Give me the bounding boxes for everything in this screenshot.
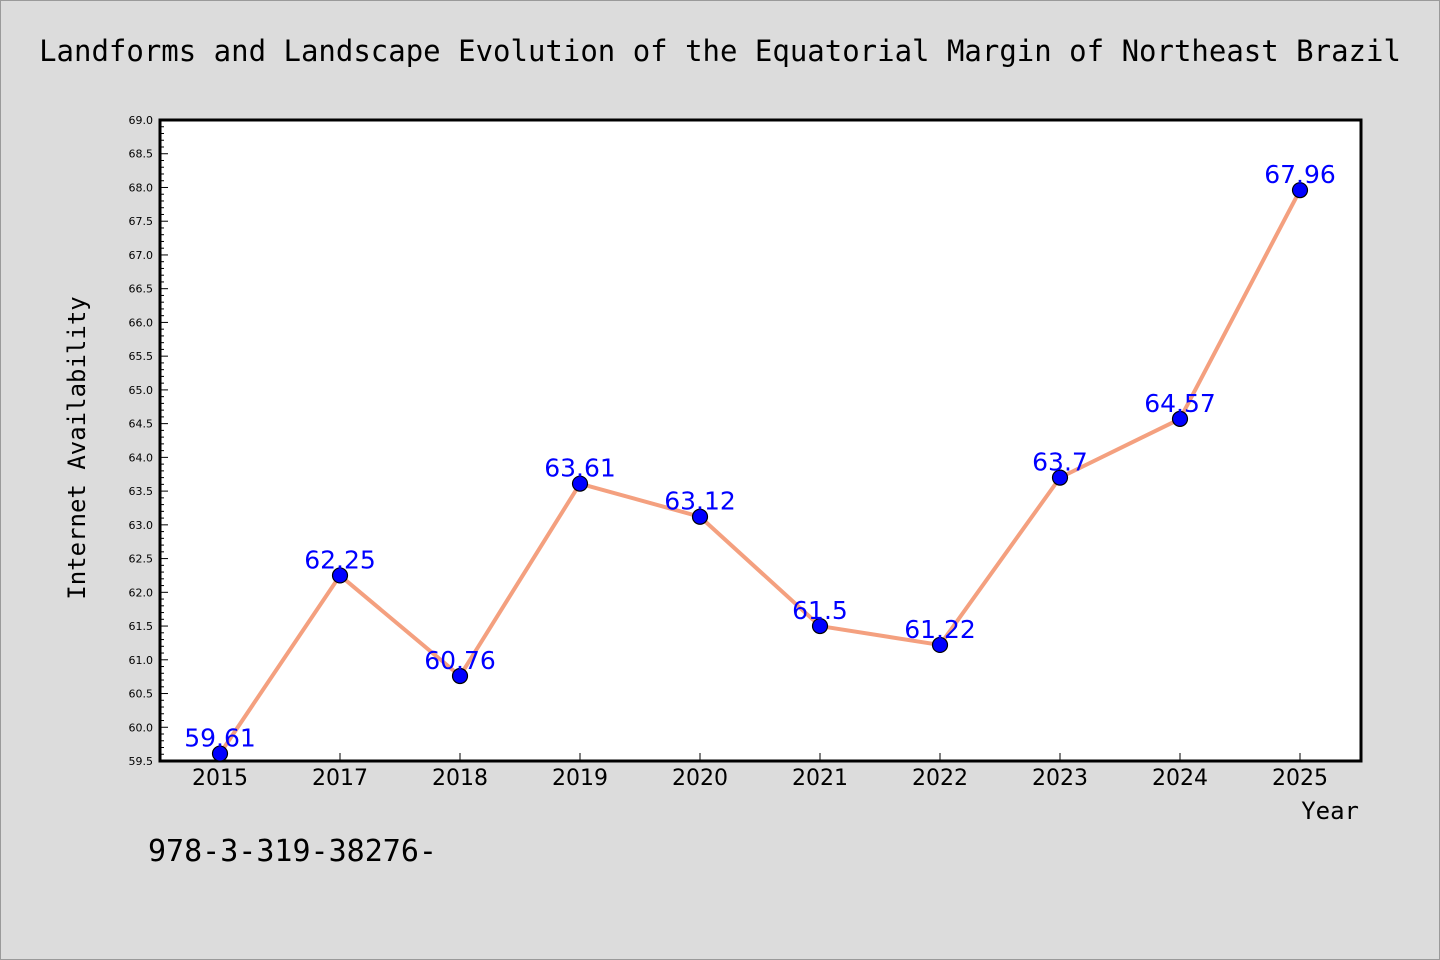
x-tick-label: 2018 [432, 766, 488, 791]
y-tick-label: 65.5 [129, 350, 154, 363]
chart-title: Landforms and Landscape Evolution of the… [39, 34, 1401, 68]
data-label: 62.25 [304, 545, 376, 574]
y-tick-label: 68.5 [129, 148, 154, 161]
y-tick-label: 60.0 [129, 721, 154, 734]
x-tick-label: 2021 [792, 766, 848, 791]
y-tick-label: 62.5 [129, 553, 154, 566]
x-axis: 2015 2017 2018 2019 2020 2021 2022 2023 2024 2025 [192, 753, 1328, 791]
x-tick-label: 2017 [312, 766, 368, 791]
data-label: 59.61 [184, 724, 256, 753]
data-label: 63.61 [544, 454, 616, 483]
y-tick-label: 63.5 [129, 485, 154, 498]
x-tick-label: 2023 [1032, 766, 1088, 791]
y-tick-label: 67.5 [129, 215, 154, 228]
footer-code: 978-3-319-38276- [148, 834, 437, 869]
data-point [211, 745, 229, 762]
data-label: 60.76 [424, 646, 496, 675]
data-point [811, 617, 829, 635]
x-axis-label: Year [1301, 797, 1359, 825]
data-point [691, 508, 709, 525]
y-tick-label: 63.0 [129, 519, 154, 532]
y-tick-label: 61.5 [129, 620, 154, 633]
data-point [331, 567, 349, 584]
x-tick-label: 2024 [1152, 766, 1208, 791]
x-tick-label: 2019 [552, 766, 608, 791]
data-label: 64.57 [1144, 389, 1216, 418]
data-series [211, 182, 1309, 762]
y-tick-label: 65.0 [129, 384, 154, 397]
data-point [1171, 410, 1189, 428]
y-tick-label: 68.0 [129, 181, 154, 194]
y-axis-label: Internet Availability [63, 296, 91, 600]
data-point [571, 475, 589, 492]
data-label: 61.5 [792, 596, 848, 625]
series-line [218, 189, 1302, 755]
data-point [451, 667, 469, 685]
y-tick-label: 64.5 [129, 418, 154, 431]
y-tick-label: 66.5 [129, 283, 154, 296]
y-tick-label: 64.0 [129, 451, 154, 464]
data-point [1291, 182, 1309, 199]
data-label: 67.96 [1264, 160, 1336, 189]
data-point [931, 636, 949, 654]
x-tick-label: 2020 [672, 766, 728, 791]
y-tick-label: 60.5 [129, 688, 154, 701]
y-axis: 59.5 60.0 60.5 61.0 61.5 62.0 62.5 63.0 63.5 64.0… [129, 114, 168, 768]
y-tick-label: 66.0 [129, 316, 154, 329]
data-label: 63.7 [1032, 448, 1088, 477]
x-tick-label: 2015 [192, 766, 248, 791]
y-tick-label: 69.0 [129, 114, 154, 127]
data-point [1051, 469, 1069, 486]
data-labels: 59.61 62.25 60.76 63.61 63.12 61.5 61.22 63.7 64… [184, 160, 1336, 752]
x-tick-label: 2022 [912, 766, 968, 791]
y-tick-label: 61.0 [129, 654, 154, 667]
data-label: 61.22 [904, 615, 976, 644]
data-label: 63.12 [664, 487, 736, 516]
plot-area [158, 118, 1363, 763]
y-tick-label: 62.0 [129, 586, 154, 599]
y-tick-label: 67.0 [129, 249, 154, 262]
x-tick-label: 2025 [1272, 766, 1328, 791]
y-tick-label: 59.5 [129, 755, 154, 768]
